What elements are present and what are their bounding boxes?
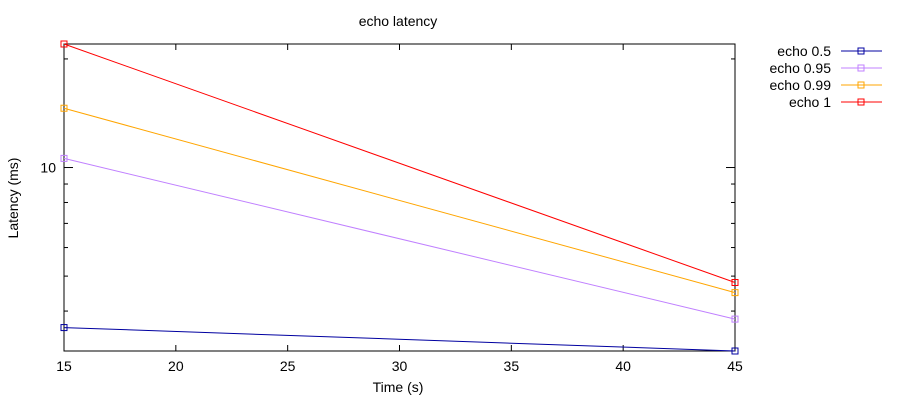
- x-tick-label: 45: [727, 358, 743, 374]
- legend-label: echo 0.95: [770, 60, 832, 76]
- legend-label: echo 0.99: [770, 77, 832, 93]
- series-line: [63, 157, 736, 320]
- data-point: [731, 315, 739, 323]
- x-tick-label: 25: [280, 358, 296, 374]
- x-tick-label: 20: [168, 358, 184, 374]
- legend-entry: echo 0.5: [777, 43, 882, 59]
- x-tick-label: 15: [56, 358, 72, 374]
- legend-label: echo 1: [789, 94, 831, 110]
- series-3: [60, 104, 739, 297]
- legend-marker: [857, 98, 865, 106]
- data-point: [731, 289, 739, 297]
- legend-marker: [857, 81, 865, 89]
- series-line: [63, 107, 736, 294]
- axes: 15 20 25 30 35 40 45 10: [40, 44, 743, 374]
- data-point: [60, 104, 68, 112]
- series-layer: [60, 40, 739, 355]
- plot-frame: [63, 43, 736, 352]
- series-4: [60, 40, 739, 287]
- x-tick-label: 40: [615, 358, 631, 374]
- legend-label: echo 0.5: [777, 43, 831, 59]
- data-point: [731, 279, 739, 287]
- data-point: [60, 154, 68, 162]
- legend-marker: [857, 47, 865, 55]
- x-axis-label: Time (s): [373, 379, 424, 395]
- legend-entry: echo 0.95: [770, 60, 882, 76]
- x-tick-label: 35: [504, 358, 520, 374]
- legend-entry: echo 1: [789, 94, 882, 110]
- series-line: [63, 43, 736, 283]
- x-tick-label: 30: [392, 358, 408, 374]
- legend-entry: echo 0.99: [770, 77, 882, 93]
- y-axis-label: Latency (ms): [5, 158, 21, 239]
- data-point: [731, 347, 739, 355]
- y-tick-label: 10: [40, 160, 56, 176]
- legend-marker: [857, 64, 865, 72]
- data-point: [60, 324, 68, 332]
- data-point: [60, 40, 68, 48]
- chart-title: echo latency: [359, 13, 438, 29]
- series-line: [63, 327, 736, 352]
- series-1: [60, 324, 739, 355]
- series-2: [60, 154, 739, 323]
